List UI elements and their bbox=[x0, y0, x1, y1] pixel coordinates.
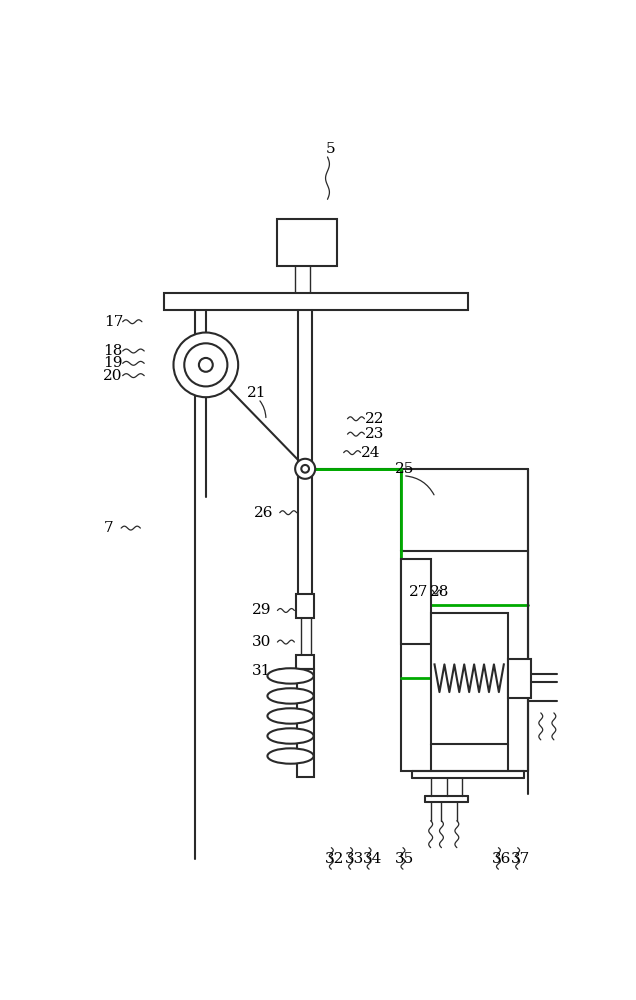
Text: 32: 32 bbox=[324, 852, 344, 866]
Text: 25: 25 bbox=[395, 462, 415, 476]
Text: 31: 31 bbox=[252, 664, 272, 678]
Bar bbox=[508, 659, 531, 698]
Text: 28: 28 bbox=[430, 585, 449, 599]
Text: 34: 34 bbox=[363, 852, 382, 866]
Bar bbox=[164, 293, 468, 310]
Text: 33: 33 bbox=[345, 852, 364, 866]
Text: 35: 35 bbox=[395, 852, 415, 866]
Text: 24: 24 bbox=[361, 446, 380, 460]
Text: 30: 30 bbox=[252, 635, 272, 649]
Circle shape bbox=[184, 343, 228, 386]
Text: 27: 27 bbox=[409, 585, 429, 599]
Bar bbox=[401, 551, 528, 771]
Text: 22: 22 bbox=[364, 412, 384, 426]
Bar bbox=[401, 559, 431, 644]
Text: 36: 36 bbox=[492, 852, 511, 866]
Text: 7: 7 bbox=[104, 521, 114, 535]
Text: 5: 5 bbox=[326, 142, 336, 156]
Text: 23: 23 bbox=[364, 427, 384, 441]
Text: 26: 26 bbox=[254, 506, 274, 520]
Text: 18: 18 bbox=[102, 344, 122, 358]
Text: 20: 20 bbox=[102, 369, 122, 383]
Bar bbox=[277, 219, 338, 266]
Circle shape bbox=[199, 358, 213, 372]
Ellipse shape bbox=[267, 688, 314, 704]
Ellipse shape bbox=[267, 728, 314, 744]
Text: 21: 21 bbox=[247, 386, 266, 400]
Bar bbox=[298, 669, 314, 777]
Circle shape bbox=[295, 459, 315, 479]
Text: 37: 37 bbox=[511, 852, 530, 866]
Text: 17: 17 bbox=[104, 315, 123, 329]
Circle shape bbox=[174, 333, 238, 397]
Bar bbox=[296, 594, 314, 618]
Ellipse shape bbox=[267, 708, 314, 724]
Text: 19: 19 bbox=[102, 356, 122, 370]
Circle shape bbox=[301, 465, 309, 473]
Ellipse shape bbox=[267, 748, 314, 764]
Bar bbox=[431, 613, 508, 744]
Bar bbox=[296, 655, 314, 669]
Text: 29: 29 bbox=[252, 603, 272, 617]
Ellipse shape bbox=[267, 668, 314, 684]
